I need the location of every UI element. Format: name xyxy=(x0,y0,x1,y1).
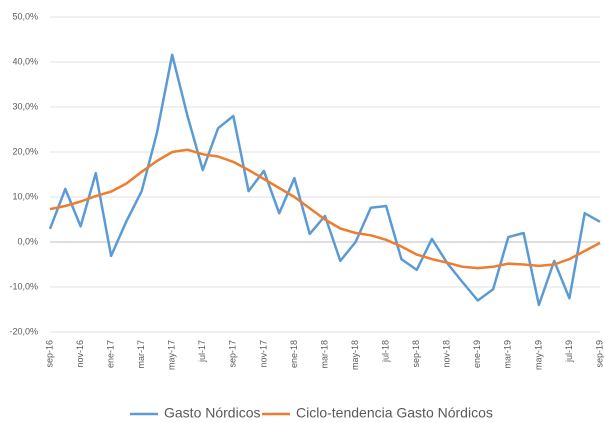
y-tick-label: 30,0% xyxy=(12,101,38,111)
x-tick-label: nov-16 xyxy=(75,340,85,368)
x-tick-label: nov-17 xyxy=(258,340,268,368)
x-tick-label: sep-18 xyxy=(411,340,421,368)
x-tick-label: sep-16 xyxy=(44,340,54,368)
y-tick-label: 50,0% xyxy=(12,11,38,21)
line-series xyxy=(48,53,601,307)
x-tick-label: mar-17 xyxy=(136,340,146,369)
line-series xyxy=(49,148,601,270)
y-tick-label: -10,0% xyxy=(9,281,38,291)
x-tick-label: sep-17 xyxy=(228,340,238,368)
x-tick-label: sep-19 xyxy=(594,340,604,368)
x-tick-label: mar-19 xyxy=(503,340,513,369)
x-tick-label: may-17 xyxy=(167,340,177,370)
x-tick-label: may-19 xyxy=(533,340,543,370)
x-tick-label: ene-18 xyxy=(289,340,299,368)
y-tick-label: 10,0% xyxy=(12,191,38,201)
x-tick-label: mar-18 xyxy=(319,340,329,369)
y-tick-label: -20,0% xyxy=(9,326,38,336)
x-tick-label: ene-17 xyxy=(105,340,115,368)
y-tick-label: 0,0% xyxy=(17,236,38,246)
legend-label: Gasto Nórdicos xyxy=(164,405,260,421)
x-tick-label: jul-17 xyxy=(197,340,207,363)
x-tick-label: may-18 xyxy=(350,340,360,370)
legend-label: Ciclo-tendencia Gasto Nórdicos xyxy=(296,405,493,421)
y-tick-label: 20,0% xyxy=(12,146,38,156)
x-tick-label: jul-19 xyxy=(564,340,574,363)
y-tick-label: 40,0% xyxy=(12,56,38,66)
x-tick-label: jul-18 xyxy=(380,340,390,363)
x-tick-label: ene-19 xyxy=(472,340,482,368)
x-tick-label: nov-18 xyxy=(442,340,452,368)
